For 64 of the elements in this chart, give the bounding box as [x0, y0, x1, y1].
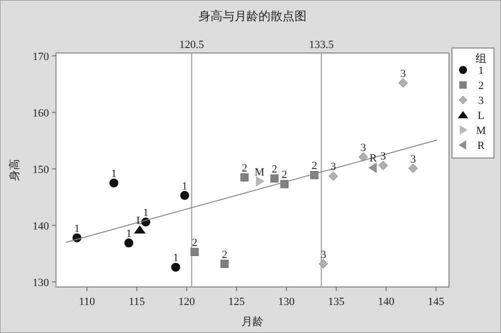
annotation: 1: [126, 228, 132, 240]
annotation: L: [136, 214, 144, 227]
x-tick-label: 110: [78, 296, 96, 308]
chart-title: 身高与月龄的散点图: [198, 9, 306, 23]
point: [378, 160, 388, 170]
annotation: 1: [143, 207, 149, 219]
y-tick-label: 130: [32, 276, 50, 289]
annotation: 1: [182, 180, 188, 192]
point: [328, 171, 338, 181]
annotation: 3: [360, 142, 366, 154]
ref-line-label: 133.5: [308, 39, 334, 51]
point: [280, 180, 288, 188]
x-axis-title: 月龄: [242, 316, 264, 328]
y-tick-label: 160: [32, 107, 50, 120]
legend-label: R: [477, 140, 486, 152]
point: [318, 259, 328, 269]
legend-title: 组: [476, 53, 486, 65]
ref-line-label: 120.5: [179, 39, 205, 51]
annotation: 3: [330, 161, 337, 174]
annotation: 1: [74, 222, 80, 235]
x-tick-label: 125: [228, 296, 246, 308]
annotation: 1: [172, 252, 178, 264]
point: [190, 248, 199, 256]
point: [408, 164, 418, 174]
x-tick-label: 145: [428, 296, 445, 308]
annotation: 2: [242, 162, 248, 174]
annotation: 1: [111, 168, 117, 180]
annotation: 2: [312, 160, 318, 172]
x-tick-label: 130: [278, 296, 296, 308]
annotation: 2: [222, 248, 228, 261]
annotation: 2: [192, 236, 198, 249]
annotation: 3: [320, 248, 327, 261]
point: [180, 190, 190, 200]
y-tick-label: 140: [32, 220, 50, 232]
y-tick-label: 150: [32, 164, 50, 176]
point: [398, 78, 408, 88]
annotation: 2: [272, 163, 278, 176]
y-tick-label: 170: [32, 50, 50, 63]
legend-label: L: [478, 110, 485, 122]
annotation: 3: [410, 153, 416, 166]
y-axis-title: 身高: [8, 159, 21, 181]
annotation: 2: [282, 169, 288, 182]
point: [124, 238, 134, 248]
annotation: M: [254, 166, 265, 178]
annotation: 3: [380, 150, 386, 162]
legend-label: 3: [478, 95, 484, 107]
x-tick-label: 135: [328, 296, 346, 308]
point: [134, 225, 146, 234]
annotation: 3: [400, 68, 406, 80]
point: [256, 176, 264, 187]
point: [368, 162, 377, 174]
legend-label: M: [476, 125, 486, 137]
legend-label: 2: [478, 80, 484, 92]
x-tick-label: 115: [128, 296, 146, 308]
point: [220, 260, 229, 268]
annotation: R: [370, 152, 378, 165]
point: [240, 173, 249, 182]
legend-label: 1: [478, 65, 484, 77]
point: [171, 262, 180, 272]
x-tick-label: 120: [178, 296, 196, 308]
point: [109, 178, 118, 188]
x-tick-label: 140: [378, 296, 395, 308]
point: [358, 152, 368, 162]
point: [270, 174, 279, 183]
